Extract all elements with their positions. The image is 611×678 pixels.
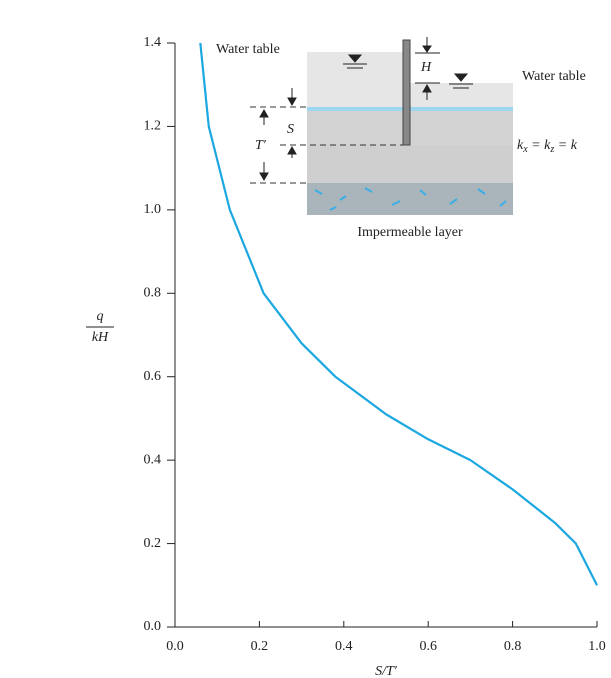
x-tick-label: 1.0	[588, 639, 606, 654]
y-tick-label: 1.4	[144, 35, 162, 50]
soil-upper-right	[410, 83, 513, 107]
y-tick-label: 0.2	[144, 536, 162, 551]
sheet-pile	[402, 39, 411, 146]
y-tick-label: 0.4	[144, 452, 162, 467]
x-tick-label: 0.4	[335, 639, 353, 654]
y-label-denominator: kH	[92, 330, 109, 345]
x-tick-label: 0.8	[504, 639, 522, 654]
x-tick-label: 0.0	[166, 639, 184, 654]
water-table-label: Water table	[522, 69, 586, 84]
dimension-arrows	[259, 37, 440, 182]
dashed-guides	[250, 106, 403, 184]
k-equation: kx = kz = k	[517, 138, 578, 155]
x-tick-label: 0.2	[251, 639, 269, 654]
t-label: T′	[255, 138, 267, 153]
line	[199, 42, 598, 586]
impermeable-flecks	[314, 187, 507, 211]
soil-layer	[307, 145, 513, 183]
y-tick-label: 0.0	[144, 619, 162, 634]
y-tick-label: 0.8	[144, 286, 162, 301]
y-label-numerator: q	[97, 309, 104, 324]
y-tick-label: 1.0	[144, 202, 162, 217]
impermeable-label: Impermeable layer	[357, 225, 463, 240]
water-table-symbols	[343, 54, 473, 89]
y-tick-label: 1.2	[144, 119, 162, 134]
water-table-label: Water table	[216, 42, 280, 57]
x-label: S/T′	[375, 664, 398, 678]
x-tick-label: 0.6	[419, 639, 437, 654]
y-tick-label: 0.6	[144, 369, 162, 384]
s-label: S	[287, 122, 294, 137]
inset-diagram: Water table Water table H S T′ kx = kz =…	[216, 37, 586, 240]
h-label: H	[420, 60, 432, 75]
impermeable-layer	[307, 183, 513, 215]
